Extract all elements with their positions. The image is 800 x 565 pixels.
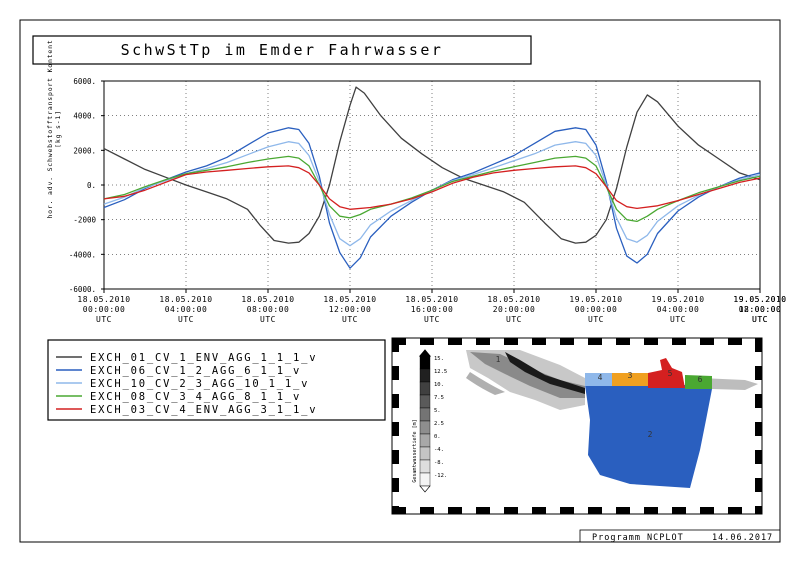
x-tick-label: UTC (178, 315, 194, 324)
x-tick-label: 00:00:00 (83, 305, 126, 314)
x-tick-label: 08:00:00 (739, 305, 782, 314)
y-tick-label: 4000. (73, 112, 96, 121)
x-tick-label: UTC (752, 315, 768, 324)
colorbar-label: -4. (434, 447, 444, 453)
region-5 (648, 358, 685, 388)
y-tick-label: 6000. (73, 77, 96, 86)
colorbar-label: 15. (434, 356, 444, 362)
x-tick-label: 19.05.2010 (733, 295, 786, 304)
region-label: 2 (648, 430, 653, 439)
x-tick-label: UTC (670, 315, 686, 324)
chart-axes: 6000.4000.2000.0.-2000-4000.-6000.18.05.… (69, 77, 786, 324)
legend-label: EXCH_01_CV_1_ENV_AGG_1_1_1_v (90, 352, 317, 364)
y-axis-label-line: hor. adv. Schwebstofftransport Kontent (46, 39, 54, 218)
colorbar-label: -12. (434, 473, 447, 479)
series-line-4 (103, 155, 761, 223)
x-tick-label: UTC (588, 315, 604, 324)
colorbar-label: 10. (434, 382, 444, 388)
x-tick-label: 04:00:00 (165, 305, 208, 314)
region-label: 4 (598, 373, 603, 382)
x-tick-label: 18.05.2010 (159, 295, 212, 304)
x-tick-label: 19.05.2010 (651, 295, 704, 304)
footer-box (579, 529, 781, 543)
x-tick-label: 18.05.2010 (241, 295, 294, 304)
series-line-1 (103, 86, 761, 244)
chart-series (103, 86, 761, 269)
footer-program: Programm NCPLOT (592, 533, 684, 543)
region-labels: 1 2 3 4 5 6 (496, 355, 703, 439)
legend-box (47, 339, 386, 421)
colorbar-label: 12.5 (434, 369, 447, 375)
y-tick-label: 2000. (73, 146, 96, 155)
colorbar-title: Gesamtwassertiefe [m] (412, 419, 418, 482)
y-tick-label: -4000. (69, 250, 96, 259)
x-tick-label: UTC (342, 315, 358, 324)
outer-frame (19, 19, 781, 543)
x-tick-label: 19.05.2010 (733, 295, 786, 304)
region-4 (585, 373, 612, 386)
legend-label: EXCH_06_CV_1_2_AGG_6_1_1_v (90, 365, 301, 377)
x-tick-label: 19.05.2010 (569, 295, 622, 304)
region-label: 1 (496, 355, 501, 364)
x-tick-label: 12:00:00 (329, 305, 372, 314)
x-tick-label: 16:00:00 (411, 305, 454, 314)
region-label: 3 (628, 371, 633, 380)
x-tick-label: 18.05.2010 (487, 295, 540, 304)
x-tick-label: UTC (752, 315, 768, 324)
footer-date: 14.06.2017 (712, 533, 773, 543)
x-tick-label: UTC (260, 315, 276, 324)
colorbar-label: -8. (434, 460, 444, 466)
x-tick-label: UTC (424, 315, 440, 324)
map-inset: 1 2 3 4 5 6 15. 12.5 10. 7.5 5. 2.5 0. -4. -8. -12. Ges… (391, 337, 763, 515)
y-axis-label-line: [kg s-1] (54, 110, 62, 148)
y-tick-label: -6000. (69, 285, 96, 294)
x-tick-label: 12:00:00 (739, 305, 782, 314)
region-2 (585, 385, 712, 488)
x-tick-label: UTC (96, 315, 112, 324)
region-6 (685, 375, 712, 389)
map-frame (391, 337, 763, 515)
x-tick-label: 08:00:00 (247, 305, 290, 314)
colorbar-label: 0. (434, 434, 441, 440)
colorbar-label: 5. (434, 408, 441, 414)
y-tick-label: 0. (87, 181, 96, 190)
x-tick-label: 18.05.2010 (405, 295, 458, 304)
x-tick-label: 04:00:00 (657, 305, 700, 314)
x-tick-label: 18.05.2010 (77, 295, 130, 304)
x-tick-label: UTC (506, 315, 522, 324)
map-checker-border (392, 338, 762, 514)
x-tick-label: 20:00:00 (493, 305, 536, 314)
legend-label: EXCH_03_CV_4_ENV_AGG_3_1_1_v (90, 404, 317, 416)
region-label: 6 (698, 375, 703, 384)
depth-colorbar: 15. 12.5 10. 7.5 5. 2.5 0. -4. -8. -12. Gesamtwass… (412, 349, 447, 493)
region-3 (612, 373, 648, 386)
legend-label: EXCH_08_CV_3_4_AGG_8_1_1_v (90, 391, 301, 403)
colorbar-label: 2.5 (434, 421, 444, 427)
x-tick-label: 00:00:00 (575, 305, 618, 314)
bathymetry (466, 350, 758, 410)
x-tick-label: 18.05.2010 (323, 295, 376, 304)
colorbar-label: 7.5 (434, 395, 444, 401)
title-box (32, 35, 532, 65)
legend: EXCH_01_CV_1_ENV_AGG_1_1_1_vEXCH_06_CV_1… (56, 352, 317, 416)
series-line-5 (103, 165, 761, 210)
region-label: 5 (668, 369, 673, 378)
y-axis-label: hor. adv. Schwebstofftransport Kontent [k… (46, 39, 62, 218)
chart-title: SchwStTp im Emder Fahrwasser (121, 41, 444, 59)
y-tick-label: -2000 (73, 216, 96, 225)
legend-label: EXCH_10_CV_2_3_AGG_10_1_1_v (90, 378, 309, 390)
